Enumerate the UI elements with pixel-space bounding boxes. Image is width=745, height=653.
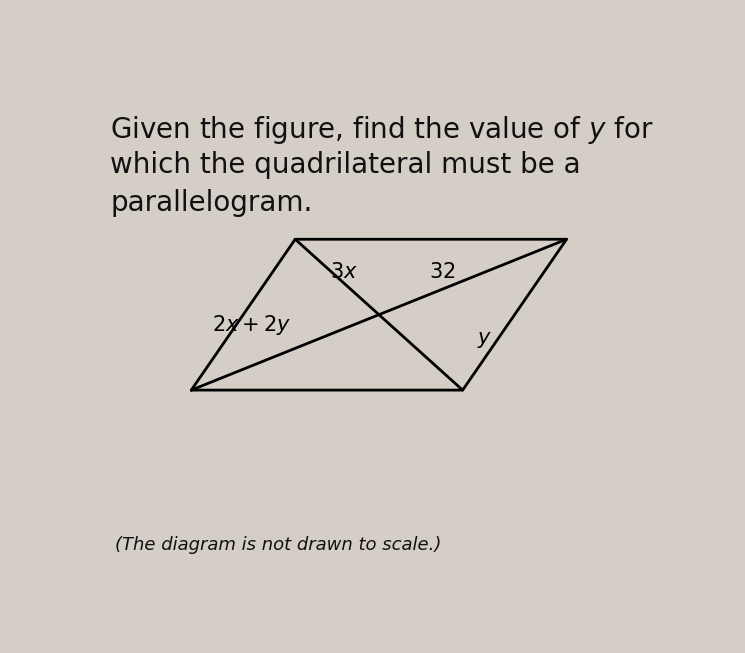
Text: $32$: $32$: [429, 262, 456, 282]
Text: Given the figure, find the value of $y$ for: Given the figure, find the value of $y$ …: [110, 114, 654, 146]
Text: which the quadrilateral must be a: which the quadrilateral must be a: [110, 151, 581, 180]
Text: parallelogram.: parallelogram.: [110, 189, 313, 217]
Text: $3x$: $3x$: [330, 262, 358, 282]
Text: $y$: $y$: [477, 330, 492, 350]
Text: (The diagram is not drawn to scale.): (The diagram is not drawn to scale.): [115, 535, 441, 554]
Text: $2x + 2y$: $2x + 2y$: [212, 313, 291, 337]
